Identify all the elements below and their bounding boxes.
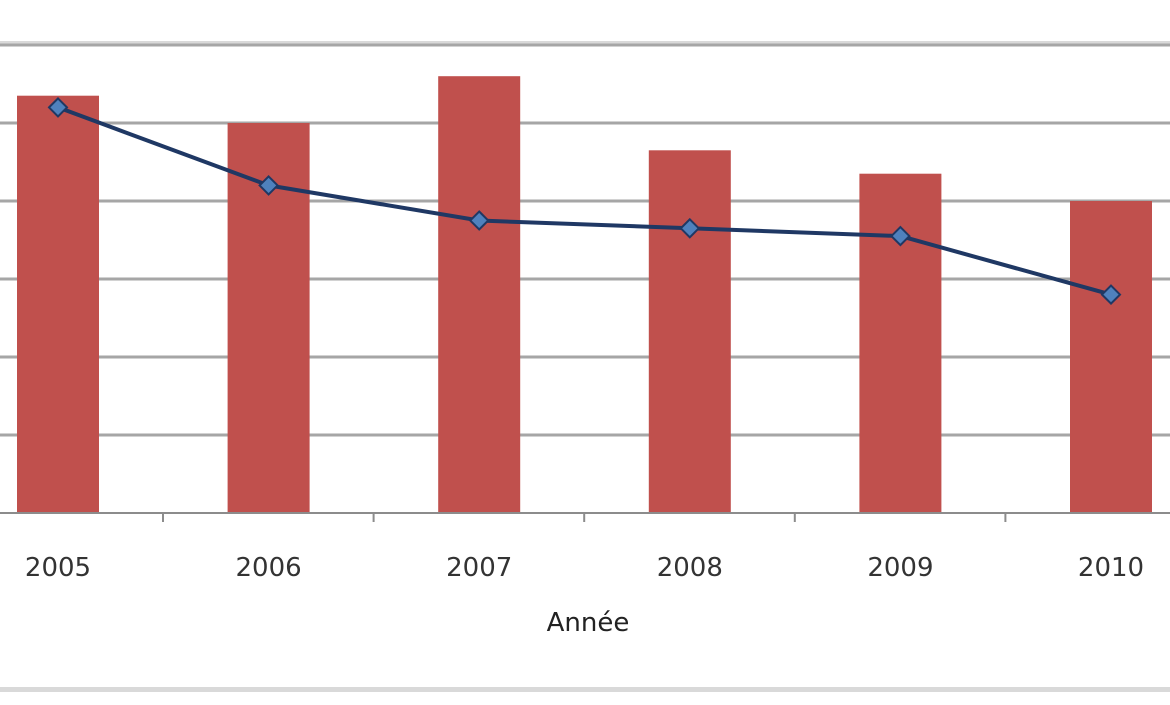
- bar-2008: [648, 150, 731, 514]
- chart-top-border: [0, 41, 1170, 45]
- x-tick-label-2006: 2006: [236, 553, 302, 583]
- gridlines: [0, 43, 1170, 437]
- bar-2005: [17, 95, 99, 513]
- line-point-2006: [258, 174, 280, 196]
- x-tick-label-2007: 2007: [446, 553, 512, 583]
- line-point-2007: [468, 210, 490, 231]
- line-point-2010: [1100, 284, 1122, 306]
- bar-2009: [859, 173, 942, 513]
- line-point-2009: [889, 225, 911, 247]
- x-axis-ticks: [162, 513, 1007, 522]
- line-point-2008: [679, 217, 701, 239]
- x-tick-label-2008: 2008: [657, 553, 723, 583]
- line-series: [47, 96, 1122, 306]
- x-tick-label-2005: 2005: [25, 553, 91, 583]
- bar-2007: [438, 76, 521, 513]
- x-axis-tick-labels: 2005 2006 2007 2008 2009 2010: [25, 553, 1144, 583]
- x-tick-label-2009: 2009: [867, 553, 933, 583]
- line-series-path: [57, 105, 1112, 297]
- line-point-2005: [47, 96, 69, 118]
- bar-2010: [1070, 201, 1152, 513]
- bar-series: [17, 76, 1152, 514]
- x-tick-label-2010: 2010: [1078, 553, 1144, 583]
- x-axis-title: Année: [547, 608, 630, 638]
- chart-bottom-border: [0, 687, 1170, 692]
